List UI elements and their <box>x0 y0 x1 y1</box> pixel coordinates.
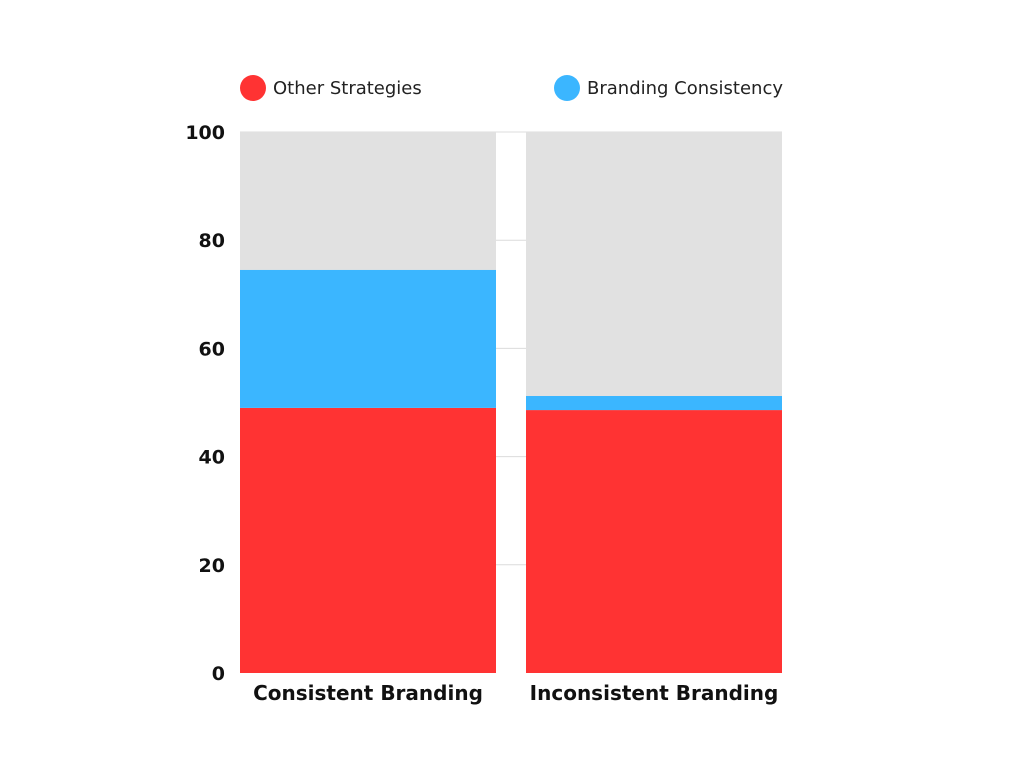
y-tick-label-40: 40 <box>199 447 225 469</box>
legend-item-0: Other Strategies <box>240 75 422 101</box>
legend-swatch-0 <box>240 75 266 101</box>
bar-segment-1-0 <box>240 269 496 408</box>
bar-remainder-0 <box>240 132 496 270</box>
x-axis: Consistent Branding Inconsistent Branding <box>253 681 778 705</box>
bar-remainder-1 <box>526 132 782 397</box>
bar-segment-1-1 <box>526 396 782 411</box>
x-category-label-1: Inconsistent Branding <box>530 681 779 705</box>
bar-segment-0-1 <box>526 410 782 673</box>
bars <box>240 132 782 673</box>
y-tick-label-80: 80 <box>199 230 225 252</box>
y-tick-label-20: 20 <box>199 555 225 577</box>
legend-label-0: Other Strategies <box>273 78 422 99</box>
legend-label-1: Branding Consistency <box>587 78 783 99</box>
legend: Other Strategies Branding Consistency <box>240 75 783 101</box>
legend-swatch-1 <box>554 75 580 101</box>
x-category-label-0: Consistent Branding <box>253 681 483 705</box>
y-axis: 0 20 40 60 80 100 <box>185 122 225 685</box>
y-tick-label-60: 60 <box>199 338 225 360</box>
y-tick-label-0: 0 <box>212 663 225 685</box>
bar-segment-0-0 <box>240 407 496 673</box>
y-tick-label-100: 100 <box>185 122 225 144</box>
legend-item-1: Branding Consistency <box>554 75 783 101</box>
